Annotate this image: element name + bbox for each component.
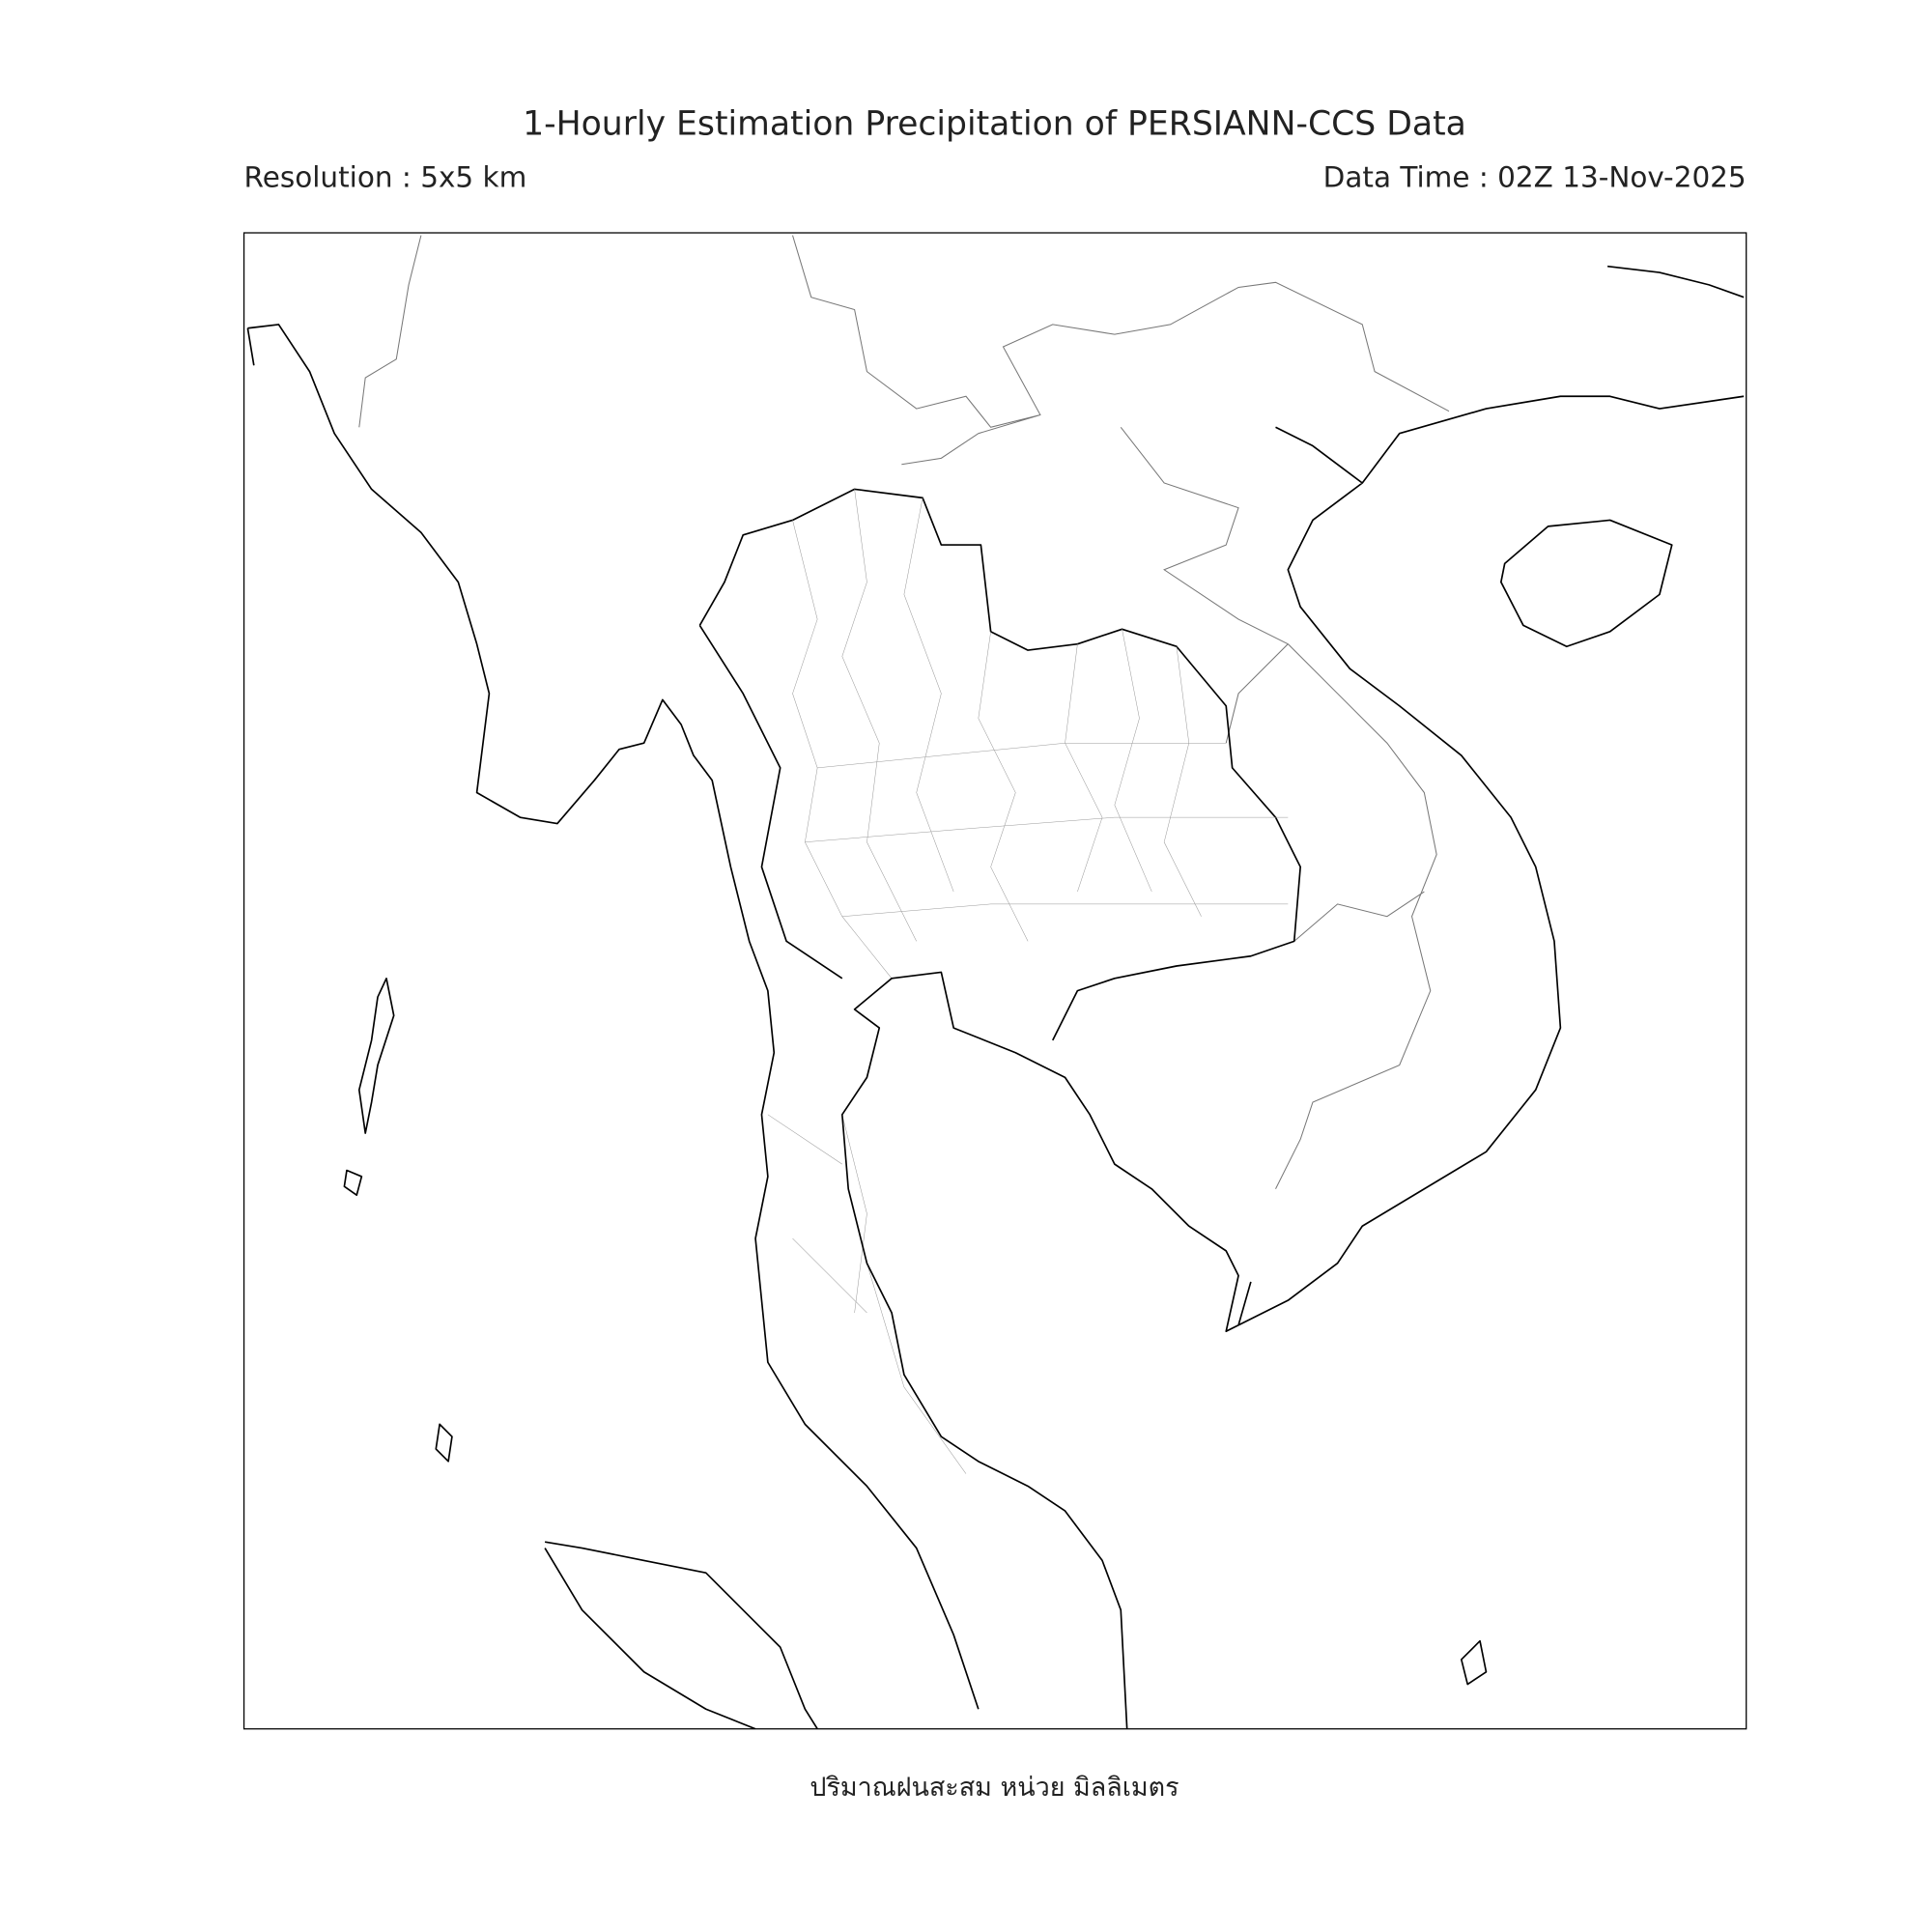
country-borders [358,235,1450,1189]
province-lines [767,489,1289,1474]
map-frame [242,232,1747,1730]
coastline [246,265,1745,1729]
data-time: Data Time : 02Z 13-Nov-2025 [1323,161,1747,194]
thailand-border [698,488,1301,1041]
geography [246,235,1745,1729]
figure-content: 1-Hourly Estimation Precipitation of PER… [242,105,1747,1803]
x-axis-label: ปริมาณฝนสะสม หน่วย มิลลิเมตร [810,1773,1179,1803]
title: 1-Hourly Estimation Precipitation of PER… [523,105,1466,144]
resolution: Resolution : 5x5 km [244,161,527,194]
